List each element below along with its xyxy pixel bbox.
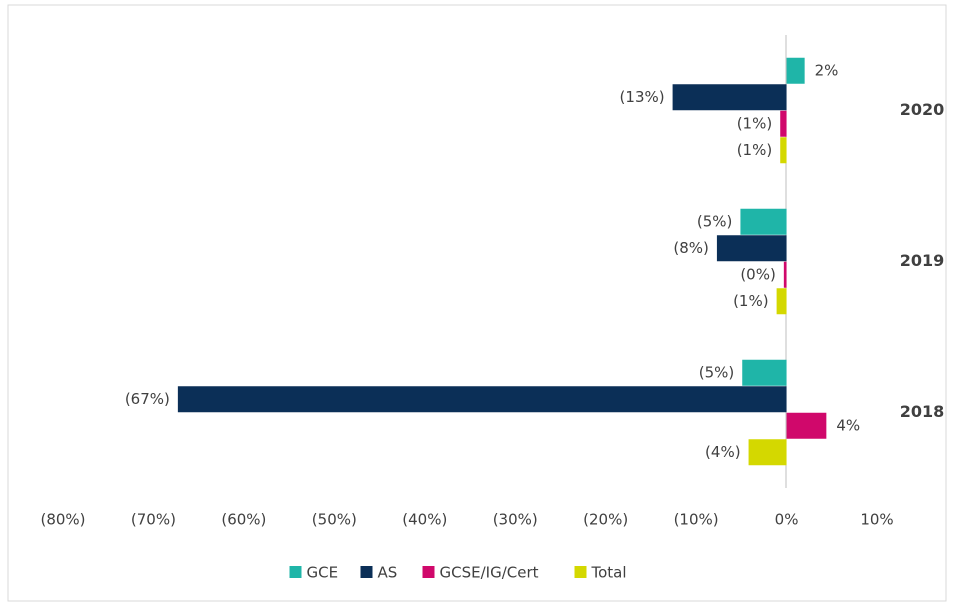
data-label: 2% [815, 61, 839, 79]
data-label: (1%) [737, 141, 773, 159]
legend-label: GCSE/IG/Cert [440, 564, 539, 582]
data-label: (1%) [733, 292, 769, 310]
data-label: 4% [836, 416, 860, 434]
data-label: (5%) [699, 363, 735, 381]
x-tick-label: (30%) [493, 511, 538, 529]
x-tick-label: (20%) [583, 511, 628, 529]
category-label: 2019 [900, 251, 945, 270]
category-label: 2020 [900, 100, 945, 119]
bar [177, 386, 787, 413]
x-tick-label: (60%) [221, 511, 266, 529]
data-label: (13%) [620, 88, 665, 106]
legend-label: Total [591, 564, 627, 582]
legend-label: AS [378, 564, 398, 582]
data-label: (4%) [705, 443, 741, 461]
x-tick-label: (40%) [402, 511, 447, 529]
data-label: (67%) [125, 390, 170, 408]
data-label: (0%) [740, 265, 776, 283]
bar [776, 288, 787, 315]
data-label: (1%) [737, 114, 773, 132]
x-tick-label: 0% [775, 511, 799, 529]
bar [742, 359, 787, 386]
bar [740, 208, 787, 235]
x-tick-label: (70%) [131, 511, 176, 529]
legend-swatch [422, 566, 435, 578]
bar [748, 439, 787, 466]
chart-border [7, 4, 947, 602]
x-tick-label: (80%) [40, 511, 85, 529]
bar [672, 84, 787, 111]
bar [780, 137, 787, 164]
bar [786, 57, 805, 84]
legend-swatch [289, 566, 302, 578]
bar [716, 235, 787, 262]
bar [786, 412, 827, 439]
data-label: (5%) [697, 212, 733, 230]
legend-swatch [360, 566, 373, 578]
data-label: (8%) [673, 239, 709, 257]
legend-label: GCE [307, 564, 339, 582]
x-tick-label: (50%) [312, 511, 357, 529]
x-tick-label: (10%) [674, 511, 719, 529]
category-label: 2018 [900, 402, 945, 421]
bar [780, 110, 787, 137]
legend-swatch [574, 566, 587, 578]
x-tick-label: 10% [860, 511, 893, 529]
bar [783, 261, 787, 288]
